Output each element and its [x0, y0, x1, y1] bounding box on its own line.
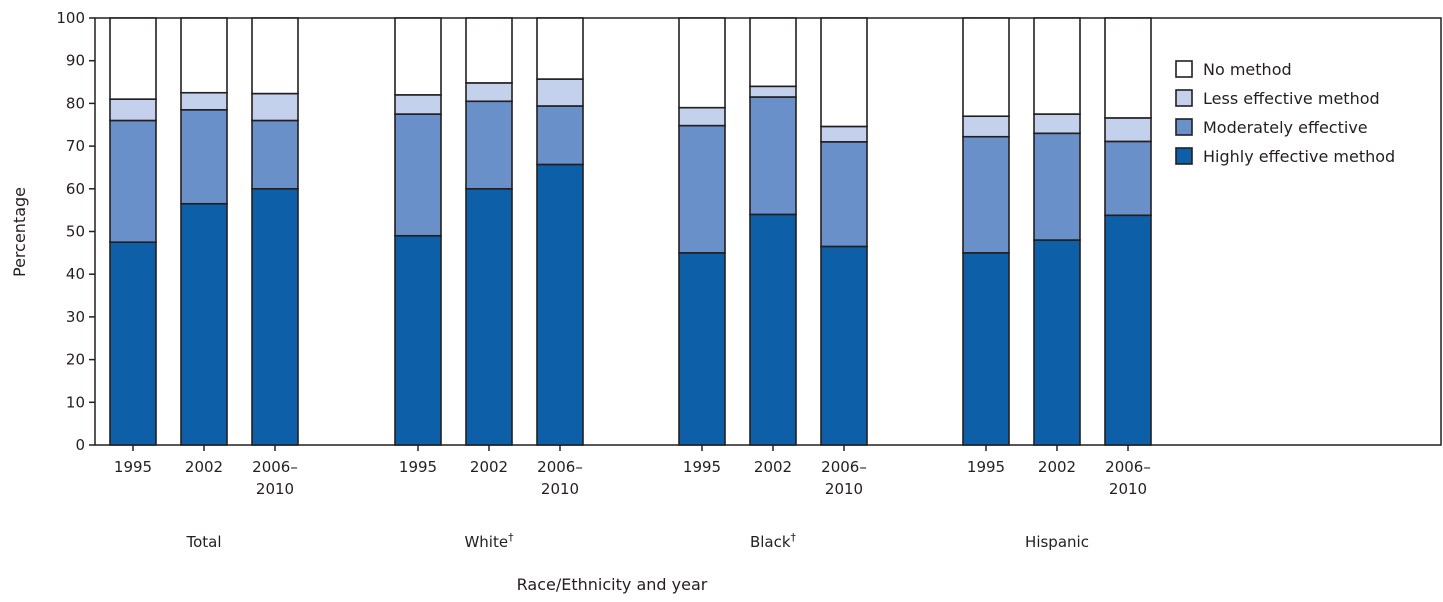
bar-year-label: 2006– — [537, 458, 583, 476]
y-tick-label: 50 — [66, 223, 85, 241]
bar-segment-moderately — [251, 119, 299, 190]
bar-segment-none — [394, 17, 442, 96]
bar-segment-none — [962, 17, 1010, 118]
group-label: Black† — [750, 531, 797, 551]
bar-segment-moderately — [180, 109, 228, 205]
bar-segment-moderately — [465, 100, 513, 190]
y-tick-label: 20 — [66, 351, 85, 369]
y-tick-label: 40 — [66, 265, 85, 283]
y-tick-label: 0 — [75, 436, 85, 454]
bar-year-label: 2006– — [821, 458, 867, 476]
bar-segment-moderately — [109, 119, 157, 243]
bar-segment-none — [820, 17, 868, 128]
bar-segment-highly — [1033, 239, 1081, 446]
bar-segment-highly — [465, 188, 513, 446]
bar-segment-highly — [109, 241, 157, 446]
bar-year-label: 2002 — [185, 458, 223, 476]
legend-swatch-highly — [1175, 147, 1193, 165]
bar-segment-highly — [678, 252, 726, 446]
legend-label-moderately: Moderately effective — [1203, 118, 1368, 137]
bar-segment-none — [251, 17, 299, 95]
y-tick-label: 90 — [66, 52, 85, 70]
bar-segment-highly — [394, 234, 442, 446]
bar-segment-highly — [962, 252, 1010, 446]
bar-segment-less — [394, 94, 442, 115]
bar-year-label: 2006– — [1105, 458, 1151, 476]
bar-year-label: 1995 — [399, 458, 437, 476]
bar-segment-none — [109, 17, 157, 100]
bar-segment-moderately — [749, 96, 797, 216]
bar-year-label: 1995 — [114, 458, 152, 476]
bar-year-label: 1995 — [967, 458, 1005, 476]
legend-label-highly: Highly effective method — [1203, 147, 1395, 166]
bar-segment-moderately — [820, 141, 868, 248]
legend-swatch-moderately — [1175, 118, 1193, 136]
y-tick-label: 80 — [66, 94, 85, 112]
bar-segment-moderately — [536, 105, 584, 166]
bar-segment-less — [1033, 113, 1081, 135]
bar-year-label: 2002 — [1038, 458, 1076, 476]
bar-year-label: 2010 — [541, 480, 579, 498]
bar-segment-less — [1104, 117, 1152, 143]
bar-segment-highly — [820, 245, 868, 446]
group-label-footnote-mark: † — [508, 531, 514, 544]
bar-segment-none — [536, 17, 584, 80]
bar-segment-moderately — [962, 135, 1010, 254]
y-tick-label: 60 — [66, 180, 85, 198]
bar-year-label: 2010 — [825, 480, 863, 498]
bar-segment-less — [536, 78, 584, 107]
group-label-footnote-mark: † — [791, 531, 797, 544]
legend-swatch-less — [1175, 89, 1193, 107]
bar-segment-highly — [1104, 214, 1152, 446]
bar-segment-highly — [536, 163, 584, 446]
bar-segment-less — [180, 91, 228, 111]
bar-year-label: 2010 — [256, 480, 294, 498]
legend: No method Less effective method Moderately… — [1175, 60, 1395, 166]
x-axis: 1995 2002 2006– 2010 Total 1995 2002 2006– 2010 W… — [114, 445, 1151, 551]
bar-segment-moderately — [1104, 140, 1152, 217]
bar-segment-moderately — [678, 124, 726, 254]
bar-segment-none — [180, 17, 228, 94]
bar-segment-highly — [251, 188, 299, 446]
bar-segment-highly — [180, 202, 228, 446]
bar-segment-less — [109, 98, 157, 122]
bar-year-label: 2010 — [1109, 480, 1147, 498]
bar-segment-moderately — [394, 113, 442, 237]
bar-segment-none — [465, 17, 513, 84]
bar-segment-none — [678, 17, 726, 109]
bar-segment-less — [251, 92, 299, 122]
bar-segment-moderately — [1033, 132, 1081, 241]
bar-segment-less — [820, 125, 868, 143]
legend-label-none: No method — [1203, 60, 1292, 79]
x-axis-title: Race/Ethnicity and year — [517, 575, 708, 594]
y-axis-title: Percentage — [10, 187, 29, 277]
bar-year-label: 2006– — [252, 458, 298, 476]
bar-year-label: 1995 — [683, 458, 721, 476]
bar-segment-less — [962, 115, 1010, 138]
bar-segment-less — [465, 82, 513, 103]
y-tick-label: 70 — [66, 137, 85, 155]
y-tick-label: 30 — [66, 308, 85, 326]
group-label: Total — [185, 533, 221, 551]
bar-segment-less — [749, 85, 797, 98]
group-label: Hispanic — [1025, 533, 1089, 551]
bar-segment-none — [1033, 17, 1081, 115]
y-tick-label: 100 — [56, 9, 85, 27]
bar-segment-highly — [749, 213, 797, 446]
bar-segment-less — [678, 106, 726, 127]
bars-layer — [109, 17, 1152, 446]
y-axis: 0 10 20 30 40 50 60 70 80 90 100 — [56, 9, 95, 454]
bar-year-label: 2002 — [754, 458, 792, 476]
y-tick-label: 10 — [66, 393, 85, 411]
bar-segment-none — [1104, 17, 1152, 119]
legend-label-less: Less effective method — [1203, 89, 1380, 108]
bar-segment-none — [749, 17, 797, 88]
legend-swatch-none — [1175, 60, 1193, 78]
group-label: White† — [464, 531, 514, 551]
bar-year-label: 2002 — [470, 458, 508, 476]
